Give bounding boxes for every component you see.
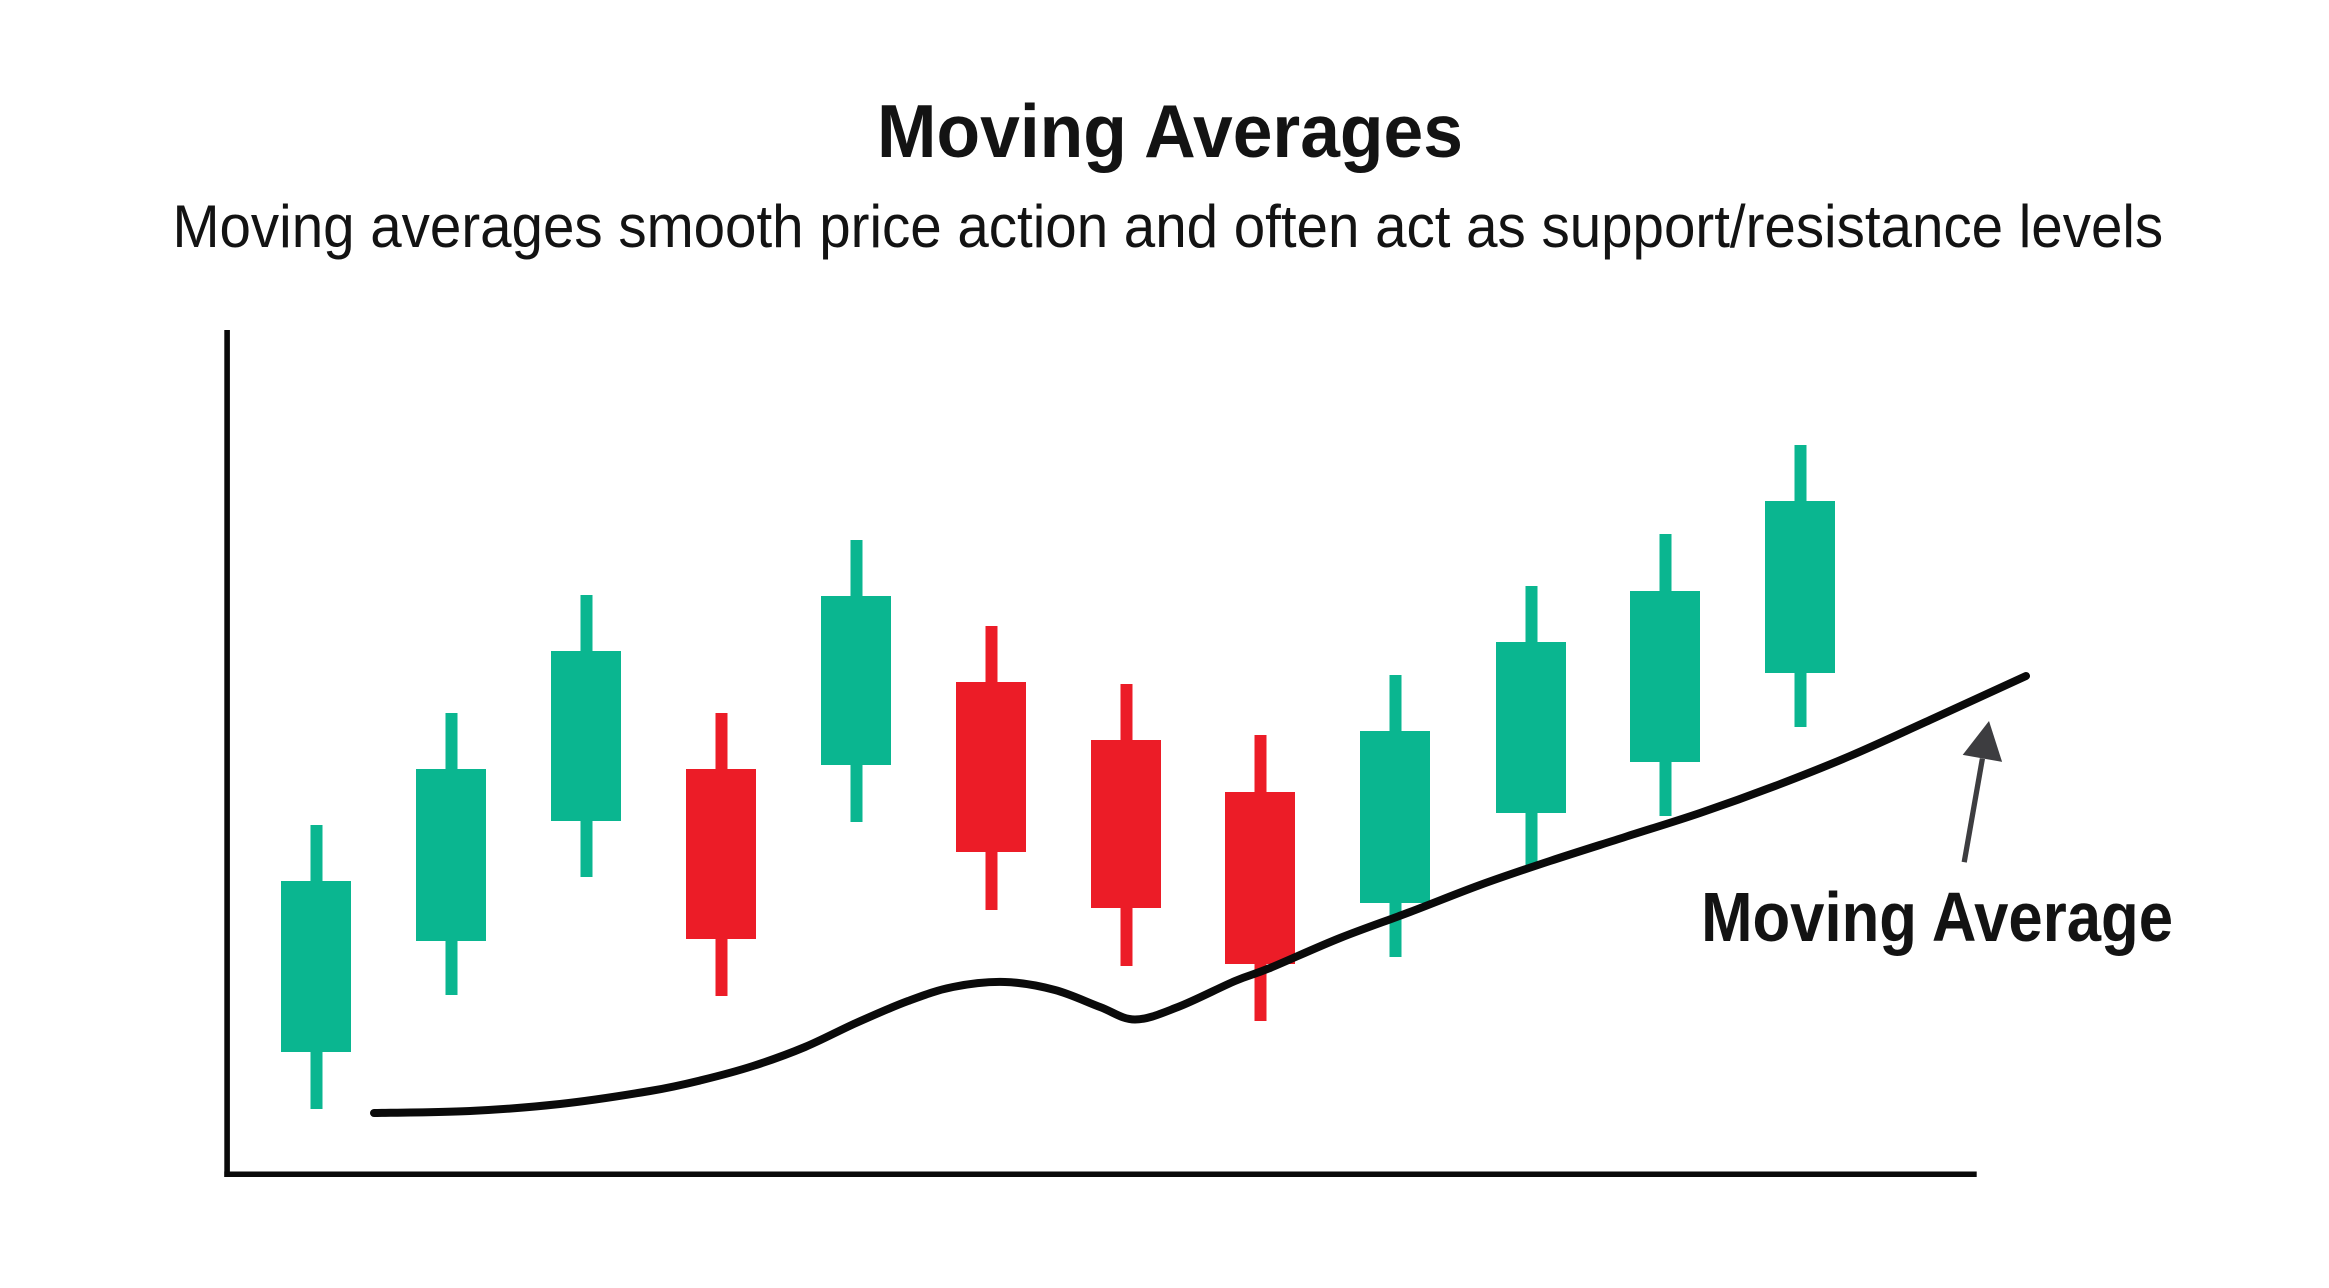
svg-text:Moving Averages: Moving Averages xyxy=(877,89,1463,173)
svg-text:Moving averages smooth price a: Moving averages smooth price action and … xyxy=(172,193,2163,260)
svg-text:Moving Average: Moving Average xyxy=(1701,877,2173,956)
